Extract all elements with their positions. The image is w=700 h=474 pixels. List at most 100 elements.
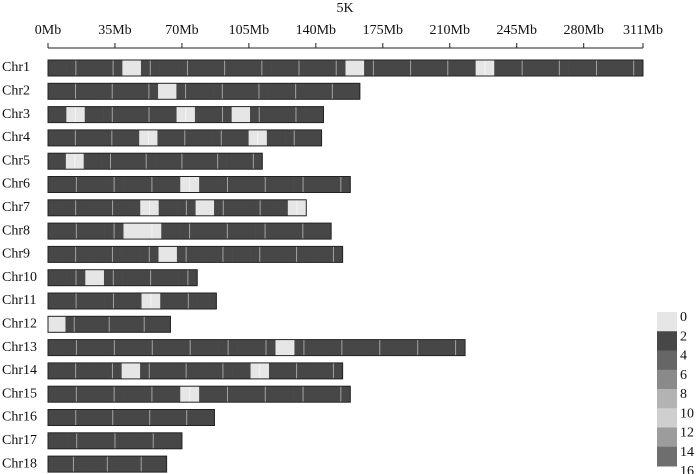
density-bin <box>197 293 217 309</box>
density-bin <box>122 269 142 286</box>
legend-swatch <box>657 369 677 390</box>
density-bin <box>308 60 328 76</box>
density-bin <box>313 339 333 356</box>
density-bin <box>48 456 66 473</box>
chromosome-label: Chr5 <box>2 153 30 168</box>
density-bin <box>568 60 588 76</box>
density-bin <box>274 223 294 240</box>
density-bin <box>196 60 216 76</box>
density-bin <box>48 153 67 170</box>
density-bin <box>48 316 66 333</box>
density-bin <box>152 316 171 333</box>
density-bin <box>190 153 210 170</box>
density-bin <box>48 269 67 286</box>
density-bin <box>159 60 179 76</box>
density-bin <box>85 269 105 286</box>
density-bin <box>115 456 134 473</box>
density-bin <box>457 60 476 76</box>
density-bin <box>121 199 141 216</box>
density-bin <box>232 246 251 263</box>
density-bin <box>305 362 325 379</box>
x-tick-label: 105Mb <box>229 23 269 38</box>
chromosome-label: Chr4 <box>2 130 30 145</box>
chromosome <box>47 385 351 403</box>
density-bin <box>121 246 141 263</box>
density-bin <box>389 339 409 356</box>
chromosome <box>47 245 344 263</box>
density-bin <box>86 432 106 449</box>
density-bin <box>48 386 68 403</box>
legend-label: 8 <box>680 387 687 402</box>
density-bin <box>48 176 68 193</box>
density-bin <box>48 362 67 379</box>
density-bin <box>231 83 251 100</box>
chromosome <box>47 432 183 450</box>
density-bin <box>84 83 104 100</box>
density-bin <box>85 339 106 356</box>
density-bin <box>305 246 325 263</box>
chromosome-label: Chr16 <box>2 410 37 425</box>
density-bin <box>48 223 68 240</box>
density-bin <box>48 129 67 146</box>
density-bin <box>312 176 332 193</box>
legend-swatch <box>657 350 677 371</box>
density-bin <box>232 362 251 379</box>
legend-label: 4 <box>680 349 687 364</box>
legend-label: 2 <box>680 329 687 344</box>
density-bin <box>195 362 215 379</box>
density-bin <box>199 386 219 403</box>
density-bin <box>160 293 180 309</box>
density-bin <box>155 153 174 170</box>
legend-label: 14 <box>680 445 694 460</box>
density-bin <box>158 83 177 100</box>
chromosome <box>47 292 217 310</box>
density-bin <box>274 386 294 403</box>
density-bin <box>85 176 105 193</box>
density-bin <box>494 60 514 76</box>
legend-swatch <box>657 446 677 467</box>
density-bin <box>266 129 286 146</box>
density-bin <box>158 362 178 379</box>
x-tick-label: 140Mb <box>296 23 336 38</box>
density-bin <box>122 60 142 76</box>
density-bin <box>83 153 102 170</box>
chromosome <box>47 222 332 240</box>
density-bin <box>341 83 361 100</box>
density-bin <box>236 176 257 193</box>
chromosome-label: Chr15 <box>2 386 37 401</box>
density-bin <box>48 60 67 76</box>
chromosome <box>47 455 168 473</box>
density-bin <box>121 409 141 426</box>
density-bin <box>85 293 105 309</box>
legend-swatch <box>657 312 677 332</box>
density-bin <box>268 246 288 263</box>
chromosome <box>47 152 263 170</box>
density-bin <box>268 106 288 123</box>
density-bin <box>195 409 215 426</box>
density-bin <box>199 339 219 356</box>
density-bin <box>121 83 141 100</box>
legend-swatch <box>657 389 677 409</box>
density-bin <box>119 153 138 170</box>
density-bin <box>85 386 105 403</box>
x-tick-label: 175Mb <box>363 23 403 38</box>
x-tick-label: 0Mb <box>35 23 61 38</box>
x-tick-label: 311Mb <box>623 23 663 38</box>
density-bin <box>121 106 141 123</box>
legend-label: 16 <box>680 464 694 474</box>
density-bin <box>162 432 183 449</box>
density-bin <box>84 129 104 146</box>
chromosome <box>47 82 361 100</box>
density-bin <box>158 106 177 123</box>
chromosome-label: Chr2 <box>2 84 30 99</box>
x-tick-label: 35Mb <box>98 23 131 38</box>
chromosome-label: Chr10 <box>2 270 37 285</box>
density-bin <box>81 456 100 473</box>
density-bin <box>231 106 251 123</box>
legend-swatch <box>657 427 677 448</box>
density-bin <box>120 129 140 146</box>
density-bin <box>195 246 215 263</box>
legend-label: 6 <box>680 368 687 383</box>
density-bin <box>226 153 245 170</box>
